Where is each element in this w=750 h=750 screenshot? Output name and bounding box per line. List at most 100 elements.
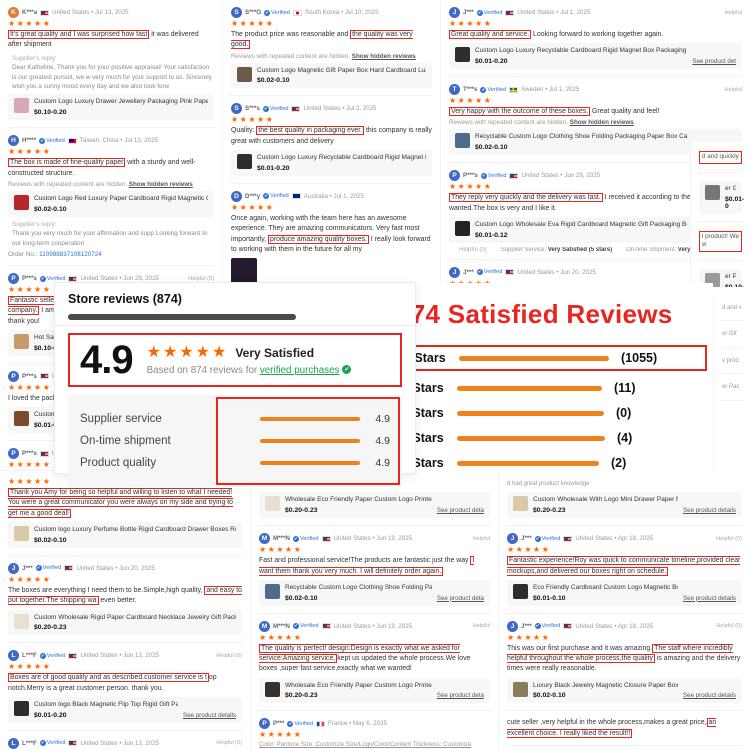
- verified-badge: Verified: [263, 193, 289, 199]
- review-header: MM***NVerified United States • Jun 19, 20…: [259, 533, 490, 545]
- verified-badge: Verified: [36, 565, 62, 571]
- tab-indicator-bar: [68, 314, 296, 320]
- product-card[interactable]: er Gift Box W $0.01-0: [699, 180, 745, 214]
- review-fragment: er Pac: [722, 384, 740, 391]
- helpful-button[interactable]: Helpful (0): [716, 623, 742, 630]
- see-product-details-link[interactable]: See product deta: [436, 507, 484, 515]
- see-product-details-link[interactable]: See product deta: [436, 692, 484, 700]
- product-price: $0.01-0: [725, 195, 745, 210]
- helpful-button[interactable]: Helpful (0): [216, 652, 242, 659]
- see-product-details-link[interactable]: See product details: [683, 692, 736, 700]
- product-card[interactable]: Luxury Black Jewelry Magnetic Closure Pa…: [507, 677, 742, 704]
- helpful-button[interactable]: Helpful: [724, 9, 742, 16]
- helpful-button[interactable]: Helpful: [472, 535, 490, 542]
- star-icon: ★: [162, 343, 180, 361]
- overall-score: 4.9: [80, 338, 134, 382]
- product-thumbnail: [14, 98, 29, 114]
- verified-purchases-link[interactable]: verified purchases: [259, 364, 340, 376]
- helpful-button[interactable]: Helpful: [724, 86, 742, 93]
- reviewer-name: J***: [463, 9, 474, 16]
- star-icon: ★: [16, 19, 26, 28]
- hidden-reviews-note: Reviews with repeated content are hidden…: [449, 119, 634, 127]
- product-card[interactable]: Custom Logo Red Luxury Paper Cardboard R…: [8, 190, 214, 217]
- star-icon: ★: [259, 632, 268, 642]
- product-card[interactable]: Eco Friendly Cardboard Custom Logo Magne…: [507, 579, 742, 606]
- star-icon: ★: [179, 343, 196, 361]
- star-icon: ★: [16, 382, 26, 392]
- reviewer-name: P***s: [22, 275, 37, 283]
- product-title: Recyclable Custom Logo Clothing Shoe Fol…: [475, 133, 688, 141]
- review-header: JJ***Verified United States • Apr 18, 202…: [507, 620, 742, 632]
- see-product-details-link[interactable]: See product details: [183, 711, 236, 719]
- show-hidden-reviews-link[interactable]: Show hidden reviews: [569, 119, 634, 127]
- review-text: Great quality and service. Looking forwa…: [449, 30, 664, 39]
- review-item: om logo New Eco Friendly Biodegradable P…: [506, 746, 743, 750]
- review-item: K K***a United States • Jul 13, 2025 ★★★★★ I…: [7, 0, 215, 129]
- review-meta: United States • Jun 13, 2025: [80, 739, 159, 747]
- star-icon: ★: [457, 96, 467, 106]
- avatar: M: [259, 620, 270, 632]
- review-meta: United States • Jun 20, 2025: [517, 268, 596, 276]
- product-card[interactable]: Custom Logo Magnetic Gift Paper Box Hard…: [231, 62, 432, 89]
- product-info: Custom Wholesale Rigid Paper Cardboard N…: [34, 614, 236, 632]
- review-text-highlight: The quality is perfect! design:Design is…: [259, 643, 460, 663]
- reviewer-name: D***y: [245, 192, 261, 200]
- helpful-button[interactable]: Helpful (0): [216, 740, 242, 747]
- product-thumbnail: [265, 496, 280, 512]
- country-flag-icon: [505, 269, 515, 276]
- star-icon: ★: [239, 115, 249, 125]
- show-hidden-reviews-link[interactable]: Show hidden reviews: [128, 180, 193, 188]
- review-meta: United States • Jun 13, 2025: [80, 652, 159, 660]
- see-product-details-link[interactable]: See product det: [692, 58, 736, 66]
- see-product-details-link[interactable]: See product details: [683, 594, 736, 602]
- product-card[interactable]: Custom Logo Luxury Recyclable Cardboard …: [231, 150, 432, 176]
- helpful-button[interactable]: Helpful (0): [459, 246, 487, 253]
- star-icon: ★: [8, 460, 17, 469]
- product-card[interactable]: Custom Wholesale With Logo Mini Drawer P…: [507, 492, 742, 519]
- product-price: $0.01-0.20: [257, 164, 290, 172]
- star-icon: ★: [34, 285, 43, 295]
- verified-badge: Verified: [263, 106, 289, 112]
- star-icon: ★: [8, 285, 17, 295]
- product-card[interactable]: Custom Logo Luxury Recyclable Cardboard …: [449, 43, 742, 70]
- helpful-button[interactable]: Helpful (0): [716, 535, 742, 542]
- show-hidden-reviews-link[interactable]: Show hidden reviews: [351, 52, 416, 60]
- order-number-link[interactable]: 110988837108120724: [39, 251, 102, 259]
- product-card[interactable]: Wholesale Eco Friendly Paper Custom Logo…: [259, 492, 490, 519]
- star-icon: ★: [146, 343, 163, 361]
- country-flag-icon: [563, 623, 573, 630]
- product-card[interactable]: Wholesale Eco Friendly Paper Custom Logo…: [259, 677, 490, 704]
- product-card[interactable]: Recyclable Custom Logo Clothing Shoe Fol…: [259, 579, 490, 606]
- star-icon: ★: [195, 343, 212, 361]
- product-card[interactable]: Custom logo Black Magnetic Flip Top Rigi…: [8, 697, 242, 723]
- see-product-details-link[interactable]: See product details: [683, 507, 736, 515]
- star-icon: ★: [285, 730, 294, 740]
- verified-badge: Verified: [535, 536, 561, 542]
- review-item: JJ***Verified United States • Jun 20, 202…: [7, 556, 243, 644]
- helpful-button[interactable]: Helpful (0): [188, 275, 214, 282]
- product-card[interactable]: Custom logo Luxury Perfume Bottle Rigid …: [8, 522, 242, 548]
- product-price: $0.02-0.10: [257, 77, 290, 85]
- product-card[interactable]: Custom Wholesale Rigid Paper Cardboard N…: [8, 609, 242, 636]
- review-text: I loved the packagi: [8, 394, 66, 402]
- product-card[interactable]: Custom Logo Luxury Drawer Jewellery Pack…: [8, 94, 214, 121]
- star-icon: ★: [541, 545, 551, 555]
- star-icon: ★: [466, 96, 476, 106]
- product-thumbnail: [237, 154, 252, 170]
- product-title: er Gift Box W: [725, 184, 736, 192]
- product-thumbnail: [14, 526, 29, 542]
- product-card[interactable]: er Packing Drawer $0.10-0: [699, 269, 744, 287]
- review-item: MM***NVerified United States • Jun 19, 20…: [258, 614, 491, 712]
- product-thumbnail: [237, 66, 252, 82]
- see-product-details-link[interactable]: See product deta: [436, 594, 484, 602]
- based-on-prefix: Based on 874 reviews for: [146, 364, 258, 376]
- helpful-button[interactable]: Helpful: [472, 623, 490, 630]
- metric-bar: [260, 439, 360, 443]
- product-title: Recyclable Custom Logo Clothing Shoe Fol…: [285, 583, 432, 591]
- star-icon: ★: [466, 182, 476, 192]
- star-rating: ★★★★★: [8, 663, 242, 671]
- product-thumbnail: [513, 681, 528, 697]
- distribution-count: (2): [611, 456, 627, 470]
- star-icon: ★: [8, 382, 17, 392]
- star-rating: ★★★★★: [449, 183, 742, 191]
